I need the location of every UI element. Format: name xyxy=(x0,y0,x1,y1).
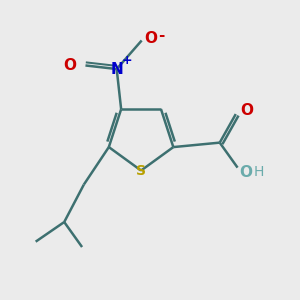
Text: H: H xyxy=(254,165,264,179)
Text: O: O xyxy=(63,58,76,73)
Text: O: O xyxy=(239,165,252,180)
Text: N: N xyxy=(110,61,123,76)
Text: -: - xyxy=(159,28,165,43)
Text: S: S xyxy=(136,164,146,178)
Text: O: O xyxy=(240,103,253,118)
Text: O: O xyxy=(144,31,157,46)
Text: +: + xyxy=(121,54,132,67)
